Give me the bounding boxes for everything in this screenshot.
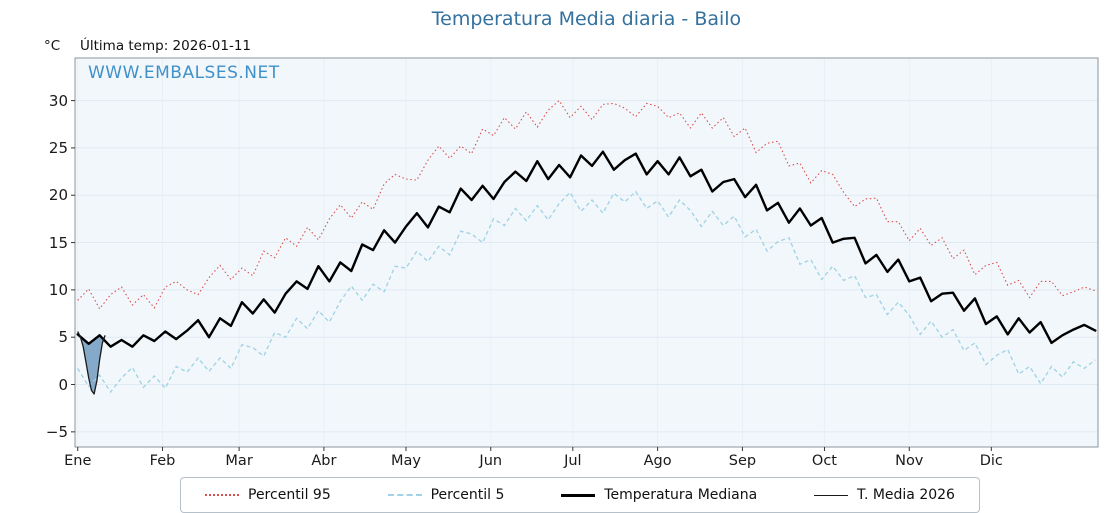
legend-label-percentil95: Percentil 95 bbox=[248, 487, 331, 503]
y-axis-unit-label: °C bbox=[44, 38, 61, 54]
y-tick-label: 25 bbox=[48, 138, 68, 157]
legend-item-percentil5: Percentil 5 bbox=[387, 487, 505, 503]
temperature-line-chart bbox=[71, 57, 1099, 451]
x-tick-label: May bbox=[390, 453, 421, 469]
x-tick-label: Sep bbox=[728, 453, 757, 469]
media2026-line-sample bbox=[814, 494, 849, 496]
x-tick-label: Feb bbox=[149, 453, 176, 469]
x-tick-label: Oct bbox=[811, 453, 837, 469]
x-tick-label: Jun bbox=[479, 453, 503, 469]
legend: Percentil 95 Percentil 5 Temperatura Med… bbox=[180, 477, 980, 513]
x-tick-label: Dic bbox=[979, 453, 1003, 469]
percentil95-line-sample bbox=[205, 494, 239, 496]
last-temp-label: Última temp: 2026-01-11 bbox=[80, 38, 252, 54]
y-tick-label: 30 bbox=[48, 91, 68, 110]
y-tick-label: 10 bbox=[48, 280, 68, 299]
y-tick-label: 5 bbox=[58, 328, 68, 347]
y-tick-label: 20 bbox=[48, 186, 68, 205]
y-tick-label: 15 bbox=[48, 233, 68, 252]
legend-item-mediana: Temperatura Mediana bbox=[561, 487, 757, 503]
x-tick-label: Abr bbox=[311, 453, 337, 469]
legend-label-percentil5: Percentil 5 bbox=[430, 487, 505, 503]
legend-label-media2026: T. Media 2026 bbox=[857, 487, 955, 503]
y-tick-label: −5 bbox=[45, 422, 68, 441]
x-tick-label: Jul bbox=[564, 453, 582, 469]
watermark: WWW.EMBALSES.NET bbox=[88, 63, 280, 83]
legend-label-mediana: Temperatura Mediana bbox=[604, 487, 758, 503]
x-tick-label: Ene bbox=[64, 453, 92, 469]
chart-title: Temperatura Media diaria - Bailo bbox=[431, 8, 742, 30]
x-tick-label: Ago bbox=[643, 453, 672, 469]
y-tick-label: 0 bbox=[58, 375, 68, 394]
mediana-line-sample bbox=[561, 493, 596, 497]
x-tick-label: Nov bbox=[895, 453, 924, 469]
legend-item-media2026: T. Media 2026 bbox=[814, 487, 955, 503]
legend-item-percentil95: Percentil 95 bbox=[205, 487, 331, 503]
x-tick-label: Mar bbox=[225, 453, 253, 469]
percentil5-line-sample bbox=[387, 494, 422, 496]
